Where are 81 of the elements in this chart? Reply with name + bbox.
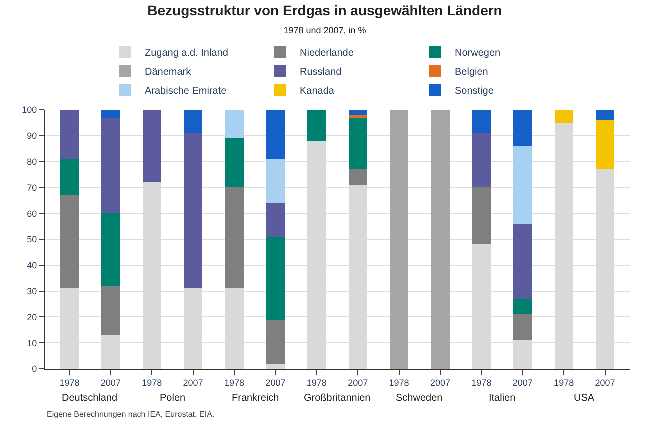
- bar: [266, 364, 285, 369]
- bar: [348, 170, 368, 186]
- bar: [554, 110, 574, 123]
- bar: [102, 118, 120, 214]
- bar: [472, 110, 491, 134]
- y-tick-label: 60: [27, 208, 38, 219]
- text: Deutschland: [62, 393, 118, 404]
- legend-label: Kanada: [300, 86, 335, 98]
- text: Großbritannien: [304, 393, 371, 404]
- bar: [60, 159, 79, 196]
- bar: [596, 120, 615, 170]
- y-tick-label: 80: [27, 156, 38, 167]
- legend-label: Dänemark: [145, 67, 192, 78]
- x-tick-label: 1978: [389, 378, 410, 388]
- legend-label: Russland: [300, 67, 342, 78]
- bar: [266, 320, 285, 364]
- y-tick-label: 40: [27, 260, 38, 271]
- bar: [472, 188, 491, 245]
- x-tick-label: 2007: [266, 378, 286, 388]
- bar: [514, 299, 532, 315]
- text: USA: [574, 393, 595, 404]
- legend-label: Belgien: [455, 67, 488, 78]
- bar: [596, 110, 615, 120]
- bar: [308, 110, 326, 142]
- x-tick-label: 1978: [306, 378, 327, 388]
- bar: [184, 110, 203, 134]
- text: Eigene Berechnungen nach IEA, Eurostat, EIA.: [47, 410, 215, 419]
- x-tick-label: 2007: [512, 378, 533, 388]
- bar: [225, 138, 244, 188]
- y-tick-label: 90: [27, 131, 38, 142]
- x-tick-label: 1978: [224, 378, 245, 388]
- bar: [514, 110, 532, 146]
- x-tick-label: 2007: [183, 378, 204, 388]
- bar: [266, 203, 285, 237]
- text: Polen: [160, 393, 186, 404]
- x-tick-label: 2007: [100, 378, 121, 388]
- y-tick-label: 0: [32, 364, 38, 374]
- y-tick-label: 30: [27, 286, 38, 296]
- bar: [60, 110, 79, 160]
- text: Frankreich: [232, 393, 280, 404]
- bar: [348, 110, 368, 116]
- bar: [348, 115, 368, 118]
- x-tick-label: 2007: [430, 378, 451, 388]
- chart-title: Bezugsstruktur von Erdgas in ausgewählten Ländern: [148, 2, 502, 19]
- x-tick-label: 1978: [60, 378, 80, 388]
- bar: [514, 224, 532, 300]
- x-tick-label: 2007: [348, 378, 368, 388]
- bar: [472, 133, 491, 188]
- x-tick-label: 1978: [142, 378, 162, 388]
- y-tick-label: 70: [27, 182, 38, 193]
- bar: [225, 188, 244, 289]
- bar: [60, 195, 79, 289]
- bar: [266, 110, 285, 160]
- legend-label: Niederlande: [300, 48, 354, 60]
- bar: [514, 146, 532, 224]
- x-tick-label: 2007: [595, 378, 616, 388]
- bar: [142, 110, 162, 183]
- text: Italien: [489, 393, 516, 404]
- bar: [431, 110, 450, 369]
- y-tick-label: 20: [27, 312, 38, 322]
- y-tick-label: 100: [22, 105, 38, 116]
- text: Schweden: [396, 393, 443, 404]
- x-tick-label: 1978: [554, 378, 574, 388]
- legend-label: Zugang a.d. Inland: [145, 48, 228, 60]
- bar: [102, 286, 120, 336]
- legend-label: Arabische Emirate: [145, 86, 228, 98]
- bar: [514, 314, 532, 341]
- x-tick-label: 1978: [472, 378, 492, 388]
- bar: [266, 236, 285, 320]
- bar: [266, 159, 285, 204]
- chart-subtitle: 1978 und 2007, in %: [284, 26, 366, 36]
- bar: [225, 110, 244, 138]
- bar: [102, 110, 120, 118]
- bar: [184, 133, 203, 289]
- bar: [102, 214, 120, 286]
- legend-label: Sonstige: [455, 86, 494, 98]
- y-tick-label: 50: [27, 234, 38, 245]
- bar: [390, 110, 409, 369]
- legend-label: Norwegen: [455, 48, 501, 60]
- y-tick-label: 10: [27, 338, 38, 348]
- bar: [348, 118, 368, 170]
